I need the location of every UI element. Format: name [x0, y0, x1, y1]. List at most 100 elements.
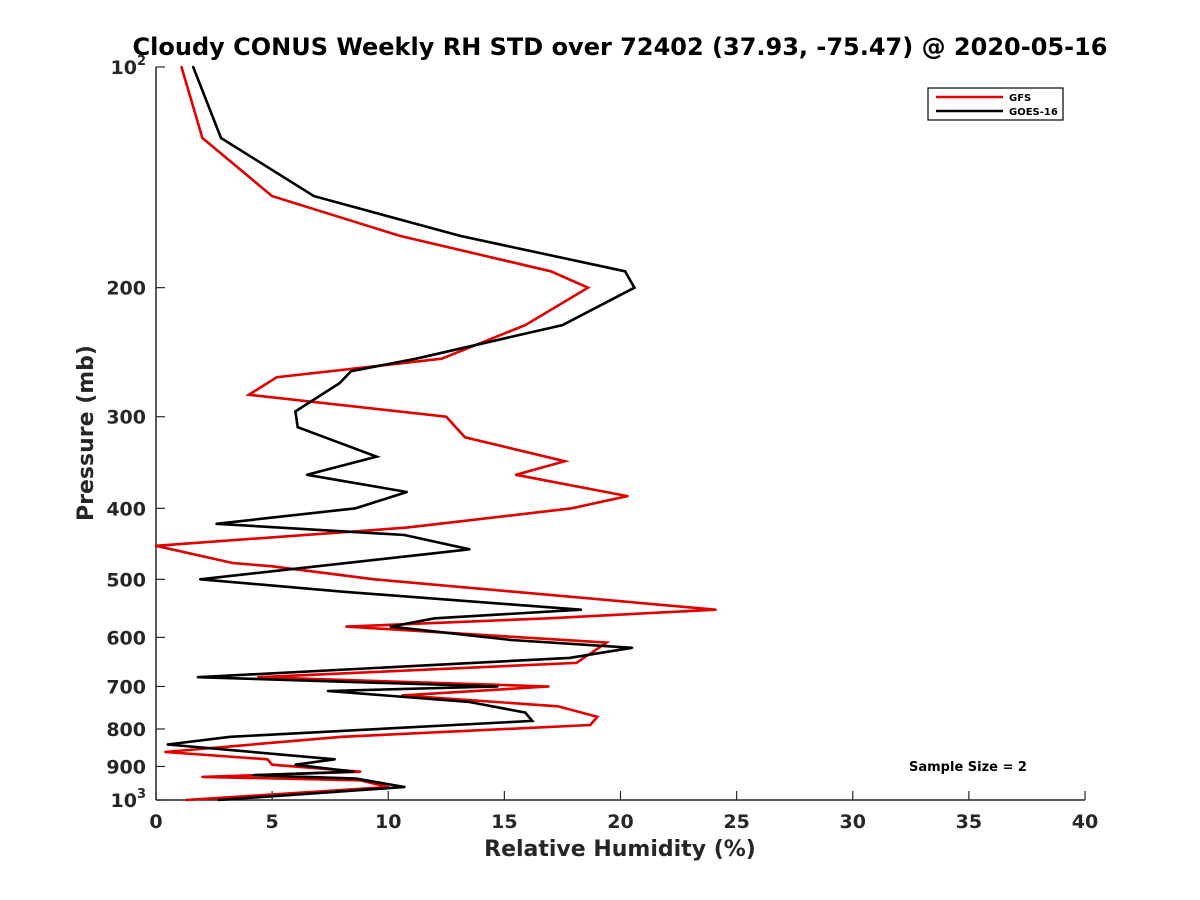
- data-point-goes-16: [229, 735, 232, 738]
- data-point-gfs: [270, 763, 274, 766]
- data-point-gfs: [180, 65, 183, 69]
- data-point-goes-16: [568, 656, 571, 660]
- data-point-gfs: [626, 494, 629, 498]
- data-point-gfs: [373, 578, 376, 581]
- data-point-goes-16: [524, 711, 527, 714]
- y-tick-label: 600: [106, 627, 146, 649]
- data-point-goes-16: [414, 357, 418, 360]
- data-point-goes-16: [338, 382, 341, 385]
- data-point-goes-16: [215, 522, 218, 525]
- data-point-goes-16: [403, 785, 406, 789]
- data-point-goes-16: [326, 689, 330, 693]
- y-tick-label-exponent: 3: [137, 787, 146, 802]
- data-point-goes-16: [403, 533, 406, 537]
- data-point-gfs: [405, 526, 408, 529]
- data-point-goes-16: [252, 774, 255, 777]
- y-tick-label: 102: [111, 54, 147, 79]
- data-point-gfs: [514, 473, 518, 476]
- y-tick-label: 500: [106, 569, 146, 591]
- x-tick-label: 30: [840, 811, 866, 833]
- data-point-gfs: [270, 194, 274, 198]
- data-point-gfs: [589, 723, 592, 727]
- legend-label-gfs: GFS: [1009, 93, 1031, 104]
- data-point-goes-16: [352, 770, 355, 773]
- data-point-goes-16: [198, 578, 202, 581]
- data-point-gfs: [463, 436, 467, 439]
- x-axis-ticks: 0 5 10 15 20 25 30 35 40: [149, 791, 1098, 833]
- data-point-gfs: [575, 661, 578, 665]
- series-layer: [154, 65, 717, 802]
- data-point-gfs: [586, 286, 590, 289]
- data-point-goes-16: [579, 608, 583, 611]
- data-point-gfs: [563, 460, 566, 463]
- data-point-gfs: [714, 608, 717, 611]
- data-point-gfs: [201, 775, 204, 779]
- data-point-gfs: [605, 641, 608, 644]
- data-point-gfs: [340, 735, 343, 738]
- data-point-gfs: [556, 705, 559, 708]
- data-point-gfs: [549, 270, 552, 273]
- data-point-goes-16: [333, 758, 336, 761]
- data-point-gfs: [445, 415, 448, 418]
- legend-box: [927, 87, 1064, 121]
- y-tick-label: 400: [106, 498, 146, 520]
- y-tick-label: 700: [106, 676, 146, 698]
- data-point-gfs: [270, 565, 274, 568]
- data-point-gfs: [266, 758, 269, 761]
- data-point-gfs: [185, 798, 188, 802]
- x-tick-label: 10: [375, 811, 401, 833]
- data-point-gfs: [359, 770, 362, 773]
- data-point-gfs: [164, 750, 167, 754]
- x-tick-label: 0: [149, 811, 162, 833]
- data-point-goes-16: [192, 65, 195, 69]
- data-point-goes-16: [196, 676, 199, 679]
- data-point-gfs: [596, 715, 599, 718]
- data-point-goes-16: [468, 700, 471, 704]
- y-tick-label-base: 10: [111, 57, 137, 79]
- data-point-goes-16: [468, 548, 471, 551]
- x-tick-label: 35: [956, 811, 982, 833]
- data-point-goes-16: [389, 625, 392, 628]
- y-tick-label: 103: [111, 787, 147, 812]
- data-point-goes-16: [312, 194, 316, 198]
- series-line-goes-16: [167, 66, 637, 802]
- data-point-goes-16: [459, 234, 462, 238]
- data-point-gfs: [201, 136, 204, 140]
- data-point-goes-16: [531, 719, 534, 723]
- x-tick-label: 20: [607, 811, 633, 833]
- y-tick-label-exponent: 2: [137, 54, 146, 69]
- data-point-goes-16: [405, 490, 408, 494]
- data-point-goes-16: [349, 370, 353, 373]
- data-point-goes-16: [217, 798, 220, 802]
- data-point-goes-16: [433, 617, 436, 620]
- x-tick-label: 25: [723, 811, 749, 833]
- data-point-goes-16: [354, 507, 357, 510]
- y-tick-label-base: 10: [111, 790, 137, 812]
- data-point-goes-16: [166, 743, 169, 746]
- data-point-goes-16: [510, 638, 513, 642]
- data-point-goes-16: [375, 455, 378, 458]
- x-tick-label: 40: [1072, 811, 1098, 833]
- data-point-goes-16: [296, 426, 299, 429]
- data-point-goes-16: [354, 777, 357, 780]
- data-point-gfs: [398, 234, 402, 238]
- data-point-goes-16: [623, 270, 627, 273]
- data-point-gfs: [547, 685, 550, 688]
- y-axis-label: Pressure (mb): [74, 345, 99, 521]
- plot-area: 0 5 10 15 20 25 30 35 40 10220030040050060070080…: [106, 54, 1098, 833]
- data-point-goes-16: [630, 646, 634, 649]
- data-point-gfs: [570, 507, 573, 510]
- data-point-goes-16: [219, 136, 223, 140]
- sample-size-annotation: Sample Size = 2: [909, 760, 1027, 775]
- y-tick-label: 900: [106, 756, 146, 778]
- data-point-goes-16: [561, 323, 564, 327]
- data-point-goes-16: [305, 473, 309, 476]
- data-point-gfs: [547, 617, 550, 620]
- data-point-goes-16: [294, 763, 297, 766]
- legend-label-goes-16: GOES-16: [1009, 107, 1058, 118]
- chart-title: Cloudy CONUS Weekly RH STD over 72402 (3…: [133, 33, 1108, 61]
- x-tick-label: 5: [266, 811, 279, 833]
- data-point-gfs: [440, 357, 443, 360]
- data-point-gfs: [247, 393, 251, 396]
